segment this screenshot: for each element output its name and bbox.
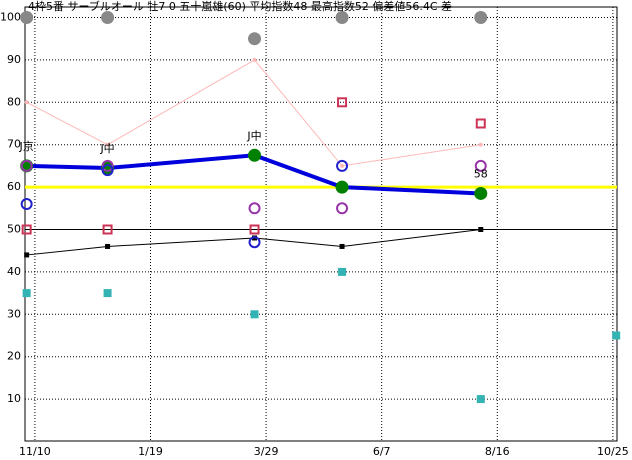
y-tick-label: 90	[7, 53, 21, 66]
point	[249, 224, 260, 235]
point	[475, 118, 486, 129]
point	[248, 32, 262, 46]
point	[474, 11, 488, 24]
point	[339, 243, 345, 249]
point	[21, 224, 32, 235]
point-label: 58	[474, 167, 488, 180]
point	[478, 142, 483, 147]
x-tick-label: 8/16	[485, 445, 510, 458]
point-label: J中	[246, 129, 261, 142]
y-tick-label: 30	[7, 307, 21, 320]
point	[105, 142, 110, 147]
plot-frame	[24, 6, 618, 442]
point	[335, 180, 349, 194]
point	[24, 252, 30, 258]
point	[478, 227, 484, 232]
y-tick-label: 10	[7, 392, 21, 405]
point	[22, 289, 31, 298]
y-tick-label: 70	[7, 138, 21, 151]
point	[248, 236, 261, 249]
y-tick-label: 60	[7, 180, 21, 193]
y-tick-label: 20	[7, 350, 21, 363]
point	[20, 198, 33, 211]
point	[476, 395, 485, 404]
point	[336, 159, 349, 172]
x-tick-label: 1/19	[138, 445, 163, 458]
y-tick-label: 80	[7, 95, 21, 108]
point	[20, 11, 34, 24]
point	[474, 186, 488, 200]
point	[24, 100, 29, 105]
y-tick-label: 50	[7, 223, 21, 236]
point	[250, 310, 259, 319]
point	[20, 159, 33, 172]
point	[340, 163, 345, 168]
chart-title: 4枠5番 サーブルオール 牡7 0 五十嵐雄(60) 平均指数48 最高指数52…	[28, 0, 452, 13]
point	[102, 224, 113, 235]
y-tick-label: 100	[0, 11, 21, 24]
x-tick-label: 10/25	[597, 445, 629, 458]
x-tick-label: 11/10	[19, 445, 51, 458]
point	[612, 331, 621, 340]
point	[101, 161, 115, 175]
point	[474, 159, 487, 172]
point	[101, 11, 115, 24]
x-tick-label: 6/7	[373, 445, 391, 458]
point-label: J中	[99, 142, 114, 155]
point	[336, 202, 349, 215]
point	[337, 97, 348, 108]
point	[101, 159, 114, 172]
point-label: J京	[19, 139, 34, 153]
point	[252, 57, 257, 62]
point	[335, 11, 349, 24]
x-tick-label: 3/29	[254, 445, 279, 458]
point	[248, 148, 262, 162]
point	[105, 243, 111, 249]
point	[103, 289, 112, 298]
point	[248, 202, 261, 215]
y-tick-label: 40	[7, 265, 21, 278]
point	[101, 164, 114, 177]
point	[338, 267, 347, 276]
